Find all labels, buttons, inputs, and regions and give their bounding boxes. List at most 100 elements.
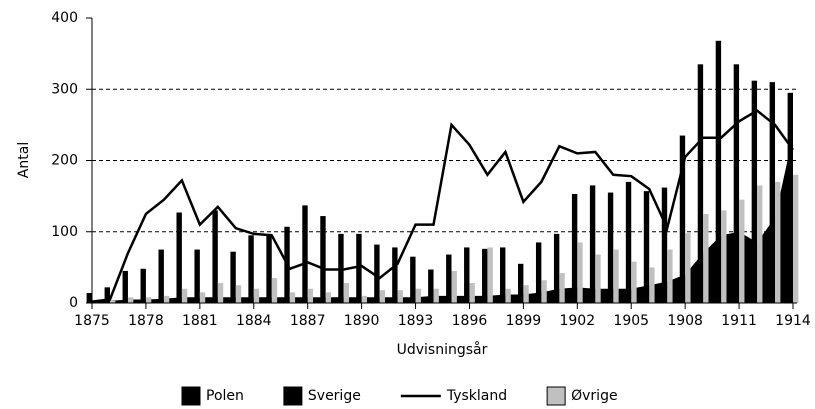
bar bbox=[253, 288, 260, 303]
bar bbox=[589, 185, 596, 303]
bar bbox=[757, 185, 763, 303]
legend-label: Polen bbox=[206, 388, 244, 404]
bar bbox=[751, 80, 758, 303]
x-tick-label: 1902 bbox=[559, 313, 595, 329]
bar bbox=[86, 293, 92, 303]
bar bbox=[577, 242, 583, 303]
bar bbox=[176, 212, 182, 303]
x-tick-label: 1914 bbox=[775, 313, 811, 329]
bar bbox=[469, 283, 475, 303]
bar bbox=[739, 199, 745, 303]
bar bbox=[158, 249, 164, 303]
bar bbox=[104, 287, 110, 303]
bar bbox=[733, 64, 740, 303]
bar bbox=[559, 273, 565, 303]
bar bbox=[392, 247, 398, 303]
y-tick-label: 200 bbox=[51, 153, 78, 169]
x-tick-label: 1875 bbox=[74, 313, 110, 329]
x-tick-label: 1884 bbox=[236, 313, 272, 329]
bar bbox=[464, 247, 470, 303]
bar bbox=[446, 254, 452, 303]
bar bbox=[667, 249, 673, 303]
x-tick-label: 1896 bbox=[452, 313, 488, 329]
bar bbox=[697, 64, 704, 303]
bar bbox=[661, 187, 668, 303]
y-tick-label: 400 bbox=[51, 10, 78, 26]
bar bbox=[266, 233, 272, 303]
bar bbox=[271, 278, 278, 303]
legend-swatch bbox=[283, 386, 303, 406]
bar bbox=[685, 233, 691, 303]
bar bbox=[613, 249, 619, 303]
bar bbox=[415, 288, 421, 303]
bar bbox=[235, 285, 242, 303]
bar bbox=[517, 263, 524, 303]
bar bbox=[535, 242, 542, 303]
bar bbox=[787, 92, 793, 303]
bar bbox=[217, 283, 224, 303]
bar bbox=[122, 270, 128, 303]
bar bbox=[523, 285, 529, 303]
bar bbox=[145, 297, 152, 303]
bar bbox=[181, 288, 188, 303]
bar bbox=[320, 216, 326, 303]
bar bbox=[163, 295, 170, 303]
bar bbox=[127, 297, 134, 303]
bar bbox=[397, 290, 403, 303]
x-tick-label: 1899 bbox=[506, 313, 542, 329]
bar bbox=[571, 193, 578, 303]
bar bbox=[302, 205, 308, 303]
bar bbox=[451, 270, 457, 303]
bar bbox=[361, 295, 368, 303]
bar bbox=[505, 288, 511, 303]
bar bbox=[410, 256, 416, 303]
bar bbox=[643, 191, 650, 303]
x-tick-label: 1881 bbox=[182, 313, 218, 329]
x-tick-label: 1911 bbox=[721, 313, 757, 329]
bar bbox=[379, 290, 385, 303]
bar bbox=[248, 235, 254, 303]
bar bbox=[721, 210, 727, 303]
bar bbox=[212, 210, 218, 303]
bar bbox=[649, 267, 655, 303]
bar bbox=[230, 251, 236, 303]
bar bbox=[325, 292, 332, 303]
bar bbox=[541, 280, 547, 303]
bar bbox=[194, 249, 200, 303]
bar bbox=[289, 292, 296, 303]
bar bbox=[625, 181, 632, 303]
bar bbox=[428, 269, 434, 303]
y-axis-title: Antal bbox=[16, 142, 32, 178]
bar bbox=[199, 292, 206, 303]
bar bbox=[433, 288, 439, 303]
x-axis-title: Udvisningsår bbox=[397, 341, 488, 358]
x-tick-label: 1893 bbox=[398, 313, 434, 329]
bar bbox=[343, 283, 350, 303]
bar bbox=[679, 135, 686, 303]
x-tick-label: 1908 bbox=[667, 313, 703, 329]
bar bbox=[356, 233, 362, 303]
bar bbox=[482, 248, 488, 303]
bar bbox=[595, 254, 601, 303]
bar bbox=[793, 174, 799, 303]
x-tick-label: 1887 bbox=[290, 313, 326, 329]
bar bbox=[374, 244, 380, 303]
bar bbox=[715, 40, 722, 304]
y-tick-label: 300 bbox=[51, 81, 78, 97]
y-tick-label: 0 bbox=[69, 295, 78, 311]
bar bbox=[307, 288, 314, 303]
x-tick-label: 1890 bbox=[344, 313, 380, 329]
legend-swatch bbox=[546, 386, 566, 406]
x-tick-label: 1905 bbox=[613, 313, 649, 329]
bar bbox=[631, 261, 637, 303]
line bbox=[91, 109, 795, 303]
x-tick-label: 1878 bbox=[128, 313, 164, 329]
bar bbox=[775, 181, 781, 303]
legend-label: Sverige bbox=[308, 388, 361, 404]
legend-swatch bbox=[181, 386, 201, 406]
bar bbox=[109, 300, 116, 303]
bar bbox=[769, 82, 776, 303]
bar bbox=[703, 213, 709, 303]
bar bbox=[553, 233, 560, 303]
